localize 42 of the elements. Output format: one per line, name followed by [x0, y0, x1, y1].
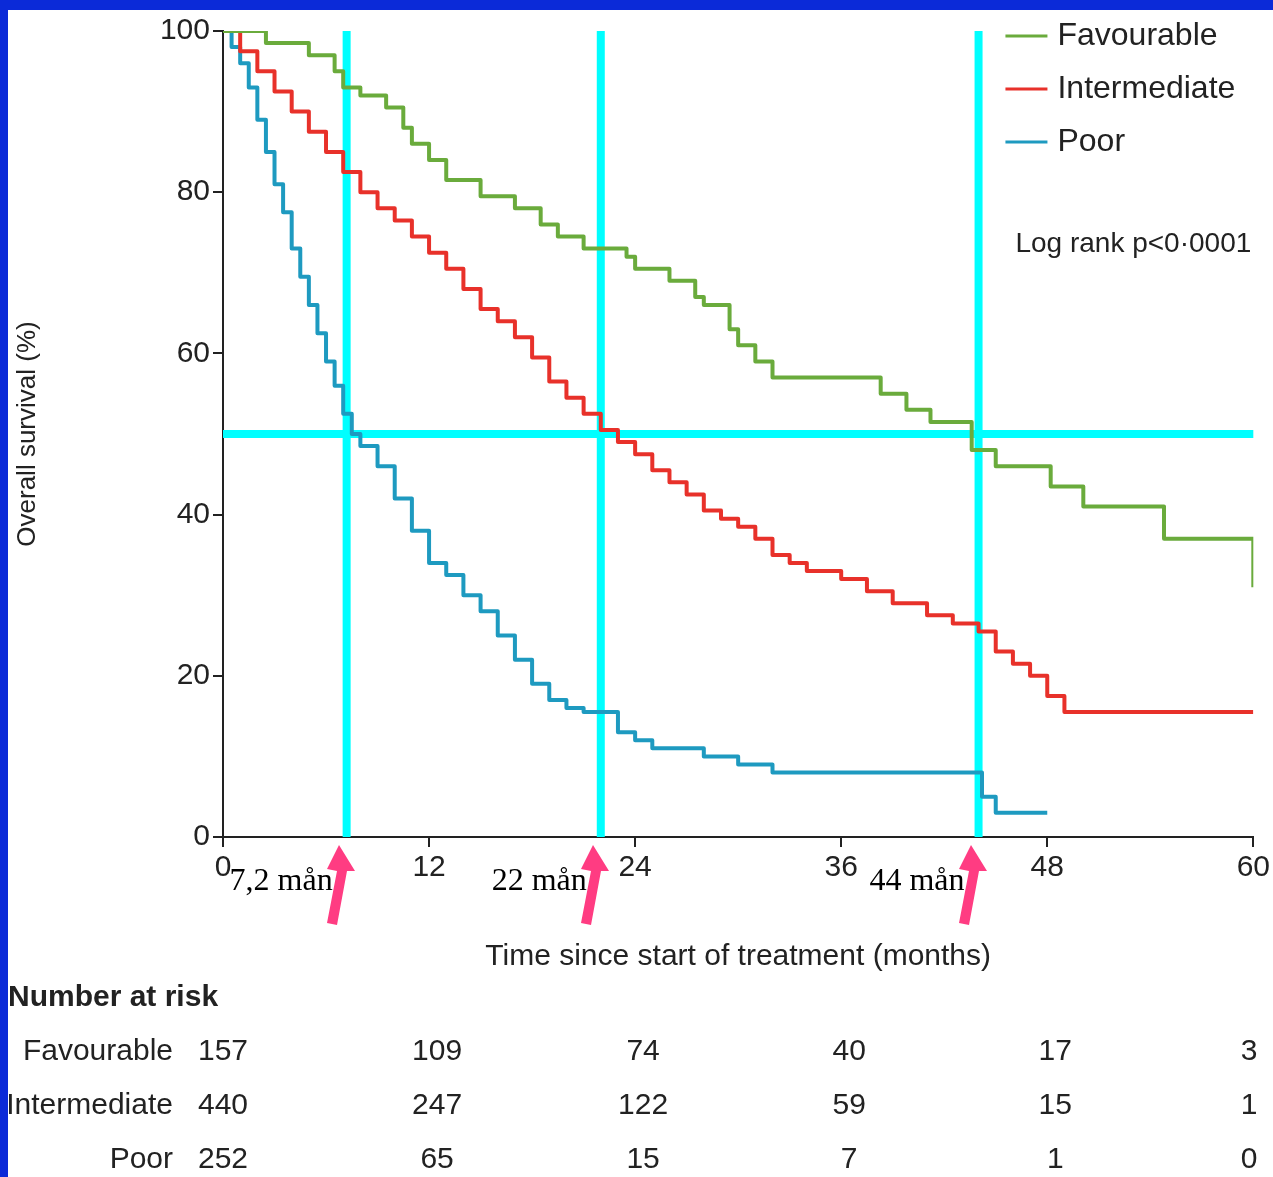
text: 109 — [412, 1033, 463, 1067]
y-tick-label: 0 — [193, 818, 210, 852]
y-tick-label: 80 — [176, 173, 210, 207]
text: 40 — [832, 1033, 866, 1067]
text: 17 — [1038, 1033, 1072, 1067]
text: Intermediate — [6, 1087, 173, 1121]
text: Favourable — [22, 1033, 173, 1067]
y-axis-title: Overall survival (%) — [10, 321, 41, 547]
text: 0 — [1240, 1141, 1258, 1175]
text: 252 — [197, 1141, 249, 1175]
text: 247 — [412, 1087, 463, 1121]
y-tick-label: 40 — [176, 495, 210, 529]
legend-label: Intermediate — [1057, 68, 1236, 105]
text: 157 — [197, 1033, 249, 1067]
ref-line-label: 22 mån — [491, 861, 587, 898]
text: Number at risk — [8, 979, 219, 1013]
x-tick-label: 12 — [412, 849, 446, 883]
text: 15 — [626, 1141, 660, 1175]
text: 122 — [618, 1087, 669, 1121]
text: 65 — [420, 1141, 454, 1175]
y-tick-label: 20 — [176, 657, 210, 691]
text: 440 — [197, 1087, 249, 1121]
text: 7 — [840, 1141, 858, 1175]
legend-label: Poor — [1057, 121, 1126, 158]
text: 74 — [626, 1033, 660, 1067]
text: 1 — [1046, 1141, 1064, 1175]
text: Poor — [109, 1141, 173, 1175]
x-tick-label: 24 — [618, 849, 652, 883]
y-tick-label: 100 — [159, 12, 210, 46]
text: 1 — [1240, 1087, 1258, 1121]
text: 59 — [832, 1087, 866, 1121]
legend-label: Favourable — [1057, 15, 1218, 52]
x-tick-label: 48 — [1030, 849, 1064, 883]
y-tick-label: 60 — [176, 334, 210, 368]
x-tick-label: 60 — [1236, 849, 1270, 883]
x-tick-label: 0 — [214, 849, 232, 883]
annotation: Log rank p<0·0001 — [1015, 226, 1252, 258]
text: 15 — [1038, 1087, 1072, 1121]
x-axis-title: Time since start of treatment (months) — [485, 938, 992, 972]
x-tick-label: 36 — [824, 849, 858, 883]
text: 3 — [1240, 1033, 1258, 1067]
ref-line-label: 44 mån — [869, 861, 965, 898]
